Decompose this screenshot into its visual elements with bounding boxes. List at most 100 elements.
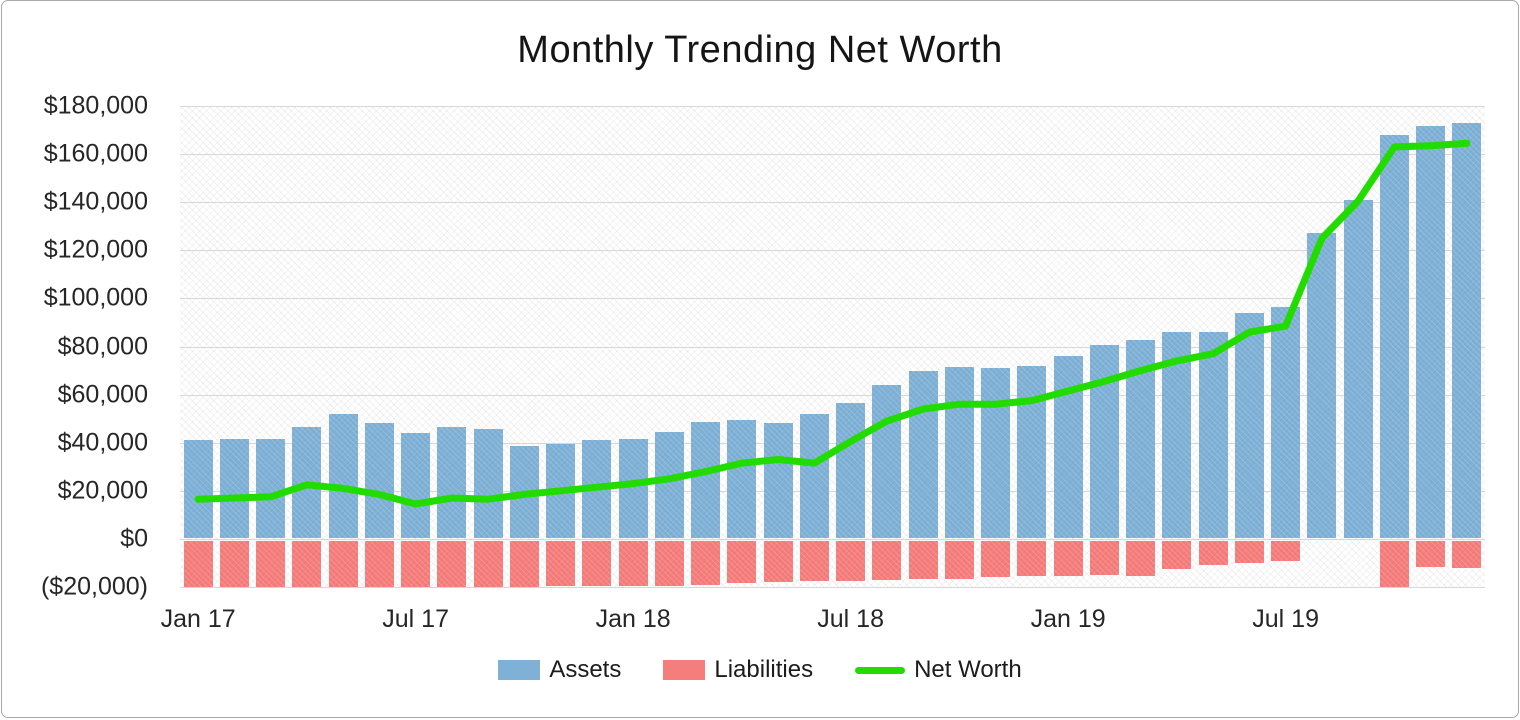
liabilities-bar[interactable] [1053, 540, 1083, 577]
assets-bar[interactable] [1162, 332, 1192, 538]
assets-bar[interactable] [1343, 199, 1373, 538]
liabilities-bar[interactable] [872, 540, 902, 580]
liabilities-bar[interactable] [1452, 540, 1482, 568]
liabilities-bar[interactable] [473, 540, 503, 587]
assets-bar[interactable] [1307, 233, 1337, 538]
gridline-y [180, 587, 1485, 588]
y-axis-tick-label: $40,000 [57, 428, 148, 457]
assets-bar[interactable] [981, 368, 1011, 538]
y-axis-tick-label: $60,000 [57, 380, 148, 409]
liabilities-bar[interactable] [1379, 540, 1409, 587]
assets-bar[interactable] [256, 439, 286, 538]
assets-bar[interactable] [836, 403, 866, 538]
y-axis-tick-label: $180,000 [43, 91, 148, 120]
liabilities-bar[interactable] [654, 540, 684, 586]
liabilities-bar[interactable] [908, 540, 938, 579]
chart-title: Monthly Trending Net Worth [517, 29, 1003, 71]
y-axis-tick-label: $0 [120, 524, 148, 553]
gridline-y [180, 490, 1485, 492]
assets-bar[interactable] [763, 423, 793, 538]
y-axis-tick-label: $80,000 [57, 332, 148, 360]
gridline-y [180, 106, 1485, 107]
liabilities-bar[interactable] [1416, 540, 1446, 567]
gridline-y [180, 394, 1485, 396]
assets-bar[interactable] [1452, 122, 1482, 538]
x-axis-tick-label: Jul 18 [817, 605, 884, 633]
net-worth-line[interactable] [194, 139, 1471, 508]
assets-bar[interactable] [1017, 365, 1047, 538]
assets-bar[interactable] [1379, 134, 1409, 538]
liabilities-bar[interactable] [328, 540, 358, 587]
legend-item-liabilities[interactable]: Liabilities [663, 656, 813, 684]
liabilities-bar[interactable] [944, 540, 974, 579]
assets-bar[interactable] [437, 427, 467, 538]
assets-bar[interactable] [799, 413, 829, 538]
liabilities-bar[interactable] [1271, 540, 1301, 561]
liabilities-bar[interactable] [799, 540, 829, 581]
assets-bar[interactable] [1089, 345, 1119, 538]
liabilities-bar[interactable] [219, 540, 249, 587]
gridline-y [180, 346, 1485, 348]
liabilities-bar[interactable] [364, 540, 394, 587]
assets-bar[interactable] [1271, 306, 1301, 538]
liabilities-bar[interactable] [691, 540, 721, 585]
y-axis-tick-label: $160,000 [43, 139, 148, 168]
assets-bar[interactable] [944, 366, 974, 538]
plot-area [180, 106, 1485, 588]
liabilities-bar[interactable] [1234, 540, 1264, 563]
assets-bar[interactable] [654, 431, 684, 538]
assets-bar[interactable] [219, 439, 249, 538]
assets-bar[interactable] [1234, 312, 1264, 538]
gridline-y [180, 442, 1485, 444]
legend-label-net-worth: Net Worth [914, 656, 1022, 683]
assets-bar[interactable] [364, 423, 394, 538]
net-worth-line-layer [194, 139, 1471, 508]
assets-bar[interactable] [1198, 332, 1228, 538]
liabilities-bar[interactable] [437, 540, 467, 587]
x-axis-tick-label: Jan 17 [160, 605, 236, 633]
liabilities-swatch-icon [663, 660, 706, 680]
assets-bar[interactable] [1416, 126, 1446, 538]
liabilities-bar[interactable] [763, 540, 793, 583]
assets-swatch-icon [498, 660, 541, 680]
liabilities-bar[interactable] [183, 540, 213, 587]
legend-label-liabilities: Liabilities [714, 656, 814, 683]
liabilities-bar[interactable] [1089, 540, 1119, 575]
legend-item-assets[interactable]: Assets [498, 656, 621, 684]
liabilities-bar[interactable] [292, 540, 322, 587]
y-axis-tick-label: $140,000 [43, 187, 148, 216]
liabilities-bar[interactable] [1126, 540, 1156, 577]
liabilities-bar[interactable] [1198, 540, 1228, 566]
assets-bar[interactable] [328, 413, 358, 538]
legend-label-assets: Assets [549, 656, 622, 683]
x-axis-tick-label: Jul 17 [382, 605, 449, 633]
gridline-y [180, 298, 1485, 300]
liabilities-bar[interactable] [582, 540, 612, 586]
x-axis-tick-label: Jul 19 [1252, 605, 1319, 633]
assets-bar[interactable] [618, 439, 648, 538]
gridline-y [180, 202, 1485, 204]
x-axis-tick-label: Jan 18 [595, 605, 671, 633]
liabilities-bar[interactable] [981, 540, 1011, 578]
liabilities-bar[interactable] [546, 540, 576, 586]
liabilities-bar[interactable] [1017, 540, 1047, 577]
assets-bar[interactable] [401, 433, 431, 538]
liabilities-bar[interactable] [618, 540, 648, 586]
assets-bar[interactable] [473, 429, 503, 538]
gridline-y [180, 538, 1485, 540]
liabilities-bar[interactable] [509, 540, 539, 587]
liabilities-bar[interactable] [256, 540, 286, 587]
assets-bar[interactable] [908, 370, 938, 538]
assets-bar[interactable] [1053, 356, 1083, 538]
assets-bar[interactable] [691, 422, 721, 538]
liabilities-bar[interactable] [836, 540, 866, 581]
y-axis-tick-label: ($20,000) [40, 572, 148, 601]
net-worth-line-swatch-icon [855, 666, 906, 674]
liabilities-bar[interactable] [1162, 540, 1192, 569]
assets-bar[interactable] [872, 384, 902, 538]
liabilities-bar[interactable] [401, 540, 431, 587]
liabilities-bar[interactable] [727, 540, 757, 584]
legend-item-net-worth[interactable]: Net Worth [855, 656, 1022, 684]
assets-bar[interactable] [183, 440, 213, 538]
assets-bar[interactable] [727, 419, 757, 538]
